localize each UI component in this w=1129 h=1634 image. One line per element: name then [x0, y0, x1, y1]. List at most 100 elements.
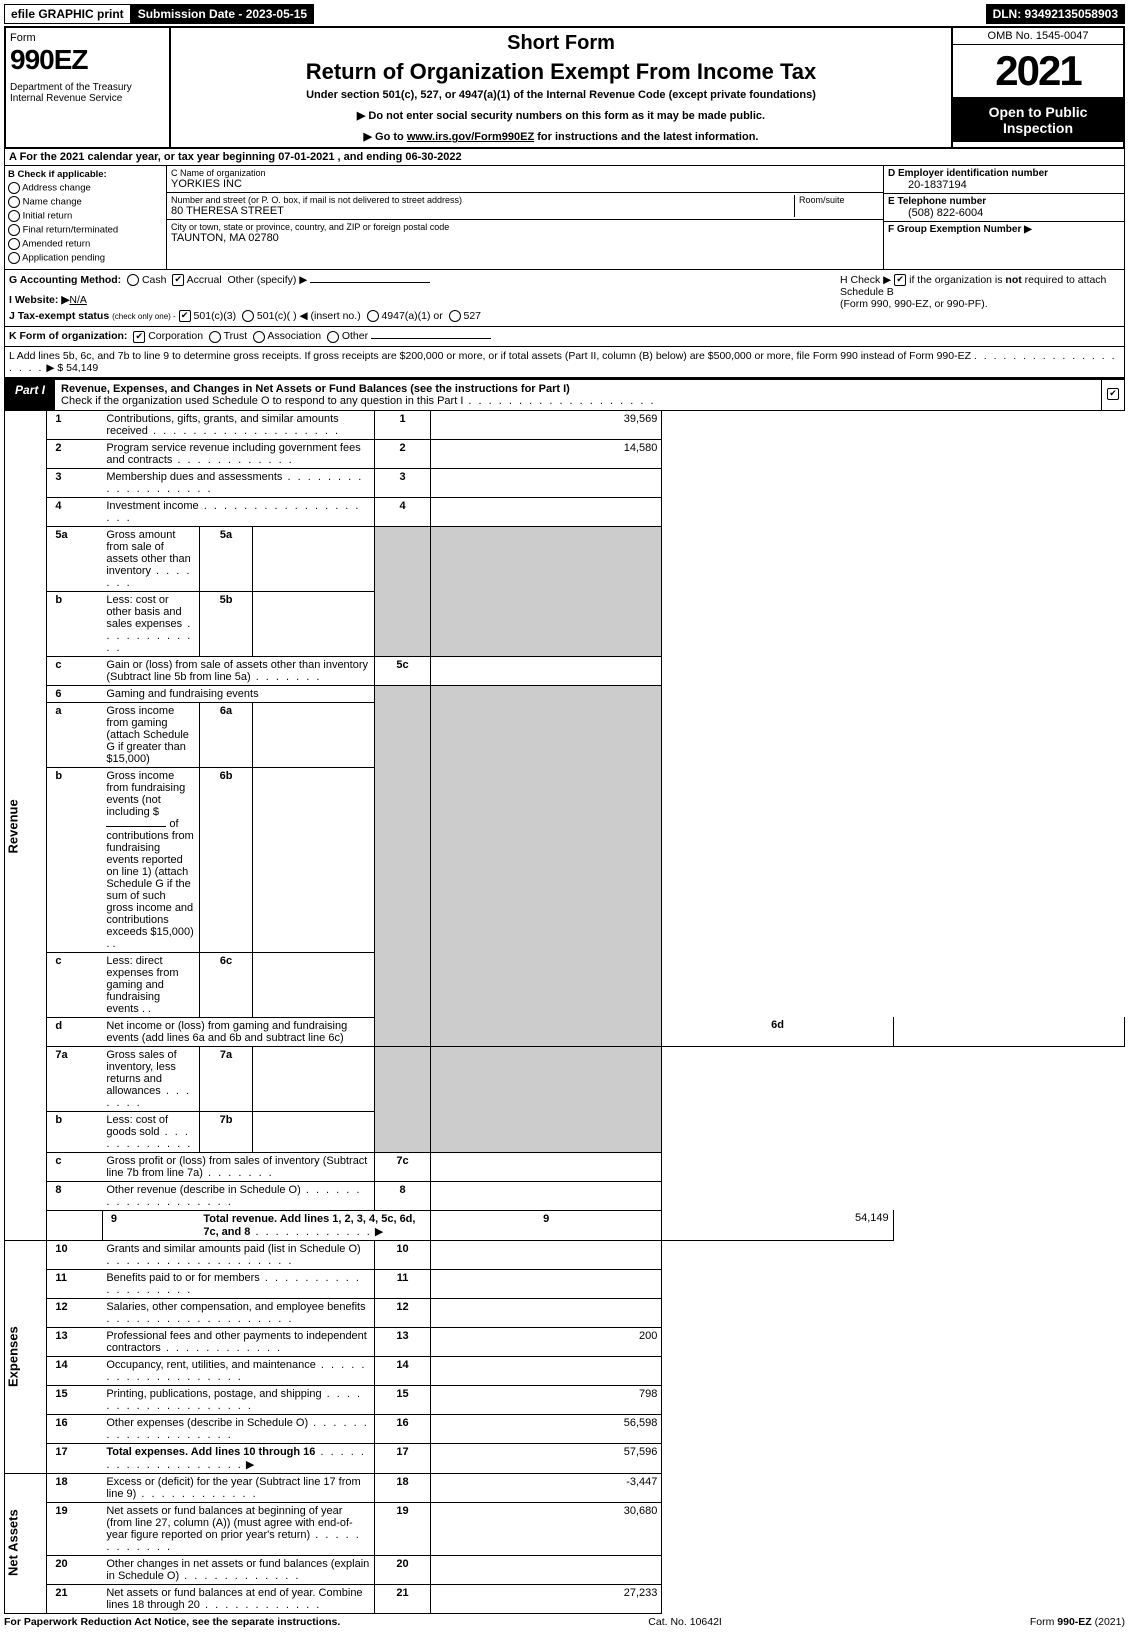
section-h: H Check ▶ if the organization is not req…	[832, 274, 1120, 322]
revenue-side-label: Revenue	[5, 411, 47, 1241]
form-header: Form 990EZ Department of the Treasury In…	[4, 26, 1125, 149]
return-title: Return of Organization Exempt From Incom…	[175, 59, 947, 85]
check-final-return[interactable]: Final return/terminated	[8, 224, 163, 236]
section-k: K Form of organization: Corporation Trus…	[5, 326, 1124, 345]
section-a-text: A For the 2021 calendar year, or tax yea…	[9, 151, 462, 163]
h-text3: (Form 990, 990-EZ, or 990-PF).	[840, 298, 988, 310]
table-row: 21 Net assets or fund balances at end of…	[5, 1584, 1125, 1613]
room-label: Room/suite	[799, 195, 879, 205]
table-row: 2 Program service revenue including gove…	[5, 439, 1125, 468]
ein-label: D Employer identification number	[888, 168, 1120, 179]
g-other-blank[interactable]	[310, 282, 430, 283]
omb-number: OMB No. 1545-0047	[953, 28, 1123, 45]
city-value: TAUNTON, MA 02780	[171, 232, 879, 244]
table-row: 17 Total expenses. Add lines 10 through …	[5, 1443, 1125, 1473]
header-right: OMB No. 1545-0047 2021 Open to Public In…	[953, 28, 1123, 147]
notice-post: for instructions and the latest informat…	[534, 131, 758, 143]
j-501c3-check[interactable]	[179, 310, 191, 322]
k-label: K Form of organization:	[9, 330, 127, 342]
expenses-side-label: Expenses	[5, 1240, 47, 1473]
k-other-blank[interactable]	[371, 338, 491, 339]
efile-label[interactable]: efile GRAPHIC print	[4, 4, 131, 24]
footer-right: Form 990-EZ (2021)	[1030, 1616, 1125, 1628]
part1-title-bold: Revenue, Expenses, and Changes in Net As…	[61, 383, 570, 395]
check-amended-return[interactable]: Amended return	[8, 238, 163, 250]
part1-title: Revenue, Expenses, and Changes in Net As…	[55, 380, 1101, 410]
l-arrow: ▶ $	[46, 362, 63, 374]
under-section: Under section 501(c), 527, or 4947(a)(1)…	[175, 89, 947, 101]
table-row: Expenses 10 Grants and similar amounts p…	[5, 1240, 1125, 1269]
table-row: Revenue 1 Contributions, gifts, grants, …	[5, 411, 1125, 440]
table-row: c Gain or (loss) from sale of assets oth…	[5, 656, 1125, 685]
part1-check[interactable]	[1101, 380, 1124, 410]
notice-ssn: ▶ Do not enter social security numbers o…	[175, 109, 947, 122]
table-row: 14 Occupancy, rent, utilities, and maint…	[5, 1356, 1125, 1385]
table-row: 15 Printing, publications, postage, and …	[5, 1385, 1125, 1414]
check-address-change[interactable]: Address change	[8, 182, 163, 194]
org-name-row: C Name of organization YORKIES INC	[167, 166, 883, 193]
section-g: G Accounting Method: Cash Accrual Other …	[9, 274, 832, 322]
h-check[interactable]	[894, 274, 906, 286]
section-cdef: C Name of organization YORKIES INC Numbe…	[167, 166, 1124, 269]
section-b-title: B Check if applicable:	[8, 169, 163, 180]
phone-row: E Telephone number (508) 822-6004	[884, 194, 1124, 222]
header-center: Short Form Return of Organization Exempt…	[171, 28, 953, 147]
group-exemption-row: F Group Exemption Number ▶	[884, 222, 1124, 237]
j-4947-radio[interactable]	[367, 310, 379, 322]
k-corp-check[interactable]	[133, 331, 145, 343]
k-trust-radio[interactable]	[209, 331, 221, 343]
footer-left: For Paperwork Reduction Act Notice, see …	[4, 1616, 340, 1628]
l-text: L Add lines 5b, 6c, and 7b to line 9 to …	[9, 350, 971, 362]
g-label: G Accounting Method:	[9, 274, 121, 286]
k-assoc-radio[interactable]	[253, 331, 265, 343]
table-row: 20 Other changes in net assets or fund b…	[5, 1555, 1125, 1584]
open-public-label: Open to Public Inspection	[953, 98, 1123, 142]
irs-link[interactable]: www.irs.gov/Form990EZ	[407, 131, 534, 143]
spacer	[314, 4, 985, 24]
short-form-title: Short Form	[175, 32, 947, 55]
table-row: 11 Benefits paid to or for members 11	[5, 1269, 1125, 1298]
check-initial-return[interactable]: Initial return	[8, 210, 163, 222]
dln-label: DLN: 93492135058903	[986, 4, 1125, 24]
j-501c-radio[interactable]	[242, 310, 254, 322]
i-value: N/A	[69, 294, 87, 306]
check-name-change[interactable]: Name change	[8, 196, 163, 208]
line-table: Revenue 1 Contributions, gifts, grants, …	[4, 411, 1125, 1614]
table-row: Net Assets 18 Excess or (deficit) for th…	[5, 1473, 1125, 1502]
org-name: YORKIES INC	[171, 178, 879, 190]
notice-link: ▶ Go to www.irs.gov/Form990EZ for instru…	[175, 130, 947, 143]
g-accrual-check[interactable]	[172, 274, 184, 286]
street-label: Number and street (or P. O. box, if mail…	[171, 195, 794, 205]
h-text1: H Check ▶	[840, 274, 891, 286]
city-label: City or town, state or province, country…	[171, 222, 879, 232]
form-number: 990EZ	[10, 44, 165, 76]
form-label: Form	[10, 32, 165, 44]
ein-value: 20-1837194	[888, 179, 1120, 191]
section-j: J Tax-exempt status (check only one) - 5…	[9, 310, 832, 322]
table-row: 12 Salaries, other compensation, and emp…	[5, 1298, 1125, 1327]
header-left: Form 990EZ Department of the Treasury In…	[6, 28, 171, 147]
footer-center: Cat. No. 10642I	[648, 1616, 722, 1628]
netassets-side-label: Net Assets	[5, 1473, 47, 1613]
section-def: D Employer identification number 20-1837…	[884, 166, 1124, 269]
org-name-label: C Name of organization	[171, 168, 879, 178]
i-label: I Website: ▶	[9, 294, 69, 306]
section-c: C Name of organization YORKIES INC Numbe…	[167, 166, 884, 269]
j-527-radio[interactable]	[449, 310, 461, 322]
top-bar: efile GRAPHIC print Submission Date - 20…	[4, 4, 1125, 24]
k-other-radio[interactable]	[327, 331, 339, 343]
submission-date: Submission Date - 2023-05-15	[131, 4, 314, 24]
table-row: c Gross profit or (loss) from sales of i…	[5, 1152, 1125, 1181]
info-block: B Check if applicable: Address change Na…	[4, 166, 1125, 270]
check-application-pending[interactable]: Application pending	[8, 252, 163, 264]
table-row: 13 Professional fees and other payments …	[5, 1327, 1125, 1356]
phone-label: E Telephone number	[888, 196, 1120, 207]
section-ghijkl: G Accounting Method: Cash Accrual Other …	[4, 270, 1125, 378]
l-value: 54,149	[66, 362, 98, 374]
section-l: L Add lines 5b, 6c, and 7b to line 9 to …	[5, 346, 1124, 377]
table-row: 3 Membership dues and assessments 3	[5, 468, 1125, 497]
department-label: Department of the Treasury Internal Reve…	[10, 82, 165, 104]
street-row: Number and street (or P. O. box, if mail…	[167, 193, 883, 220]
g-cash-radio[interactable]	[127, 274, 139, 286]
j-sub: (check only one) -	[112, 312, 176, 321]
